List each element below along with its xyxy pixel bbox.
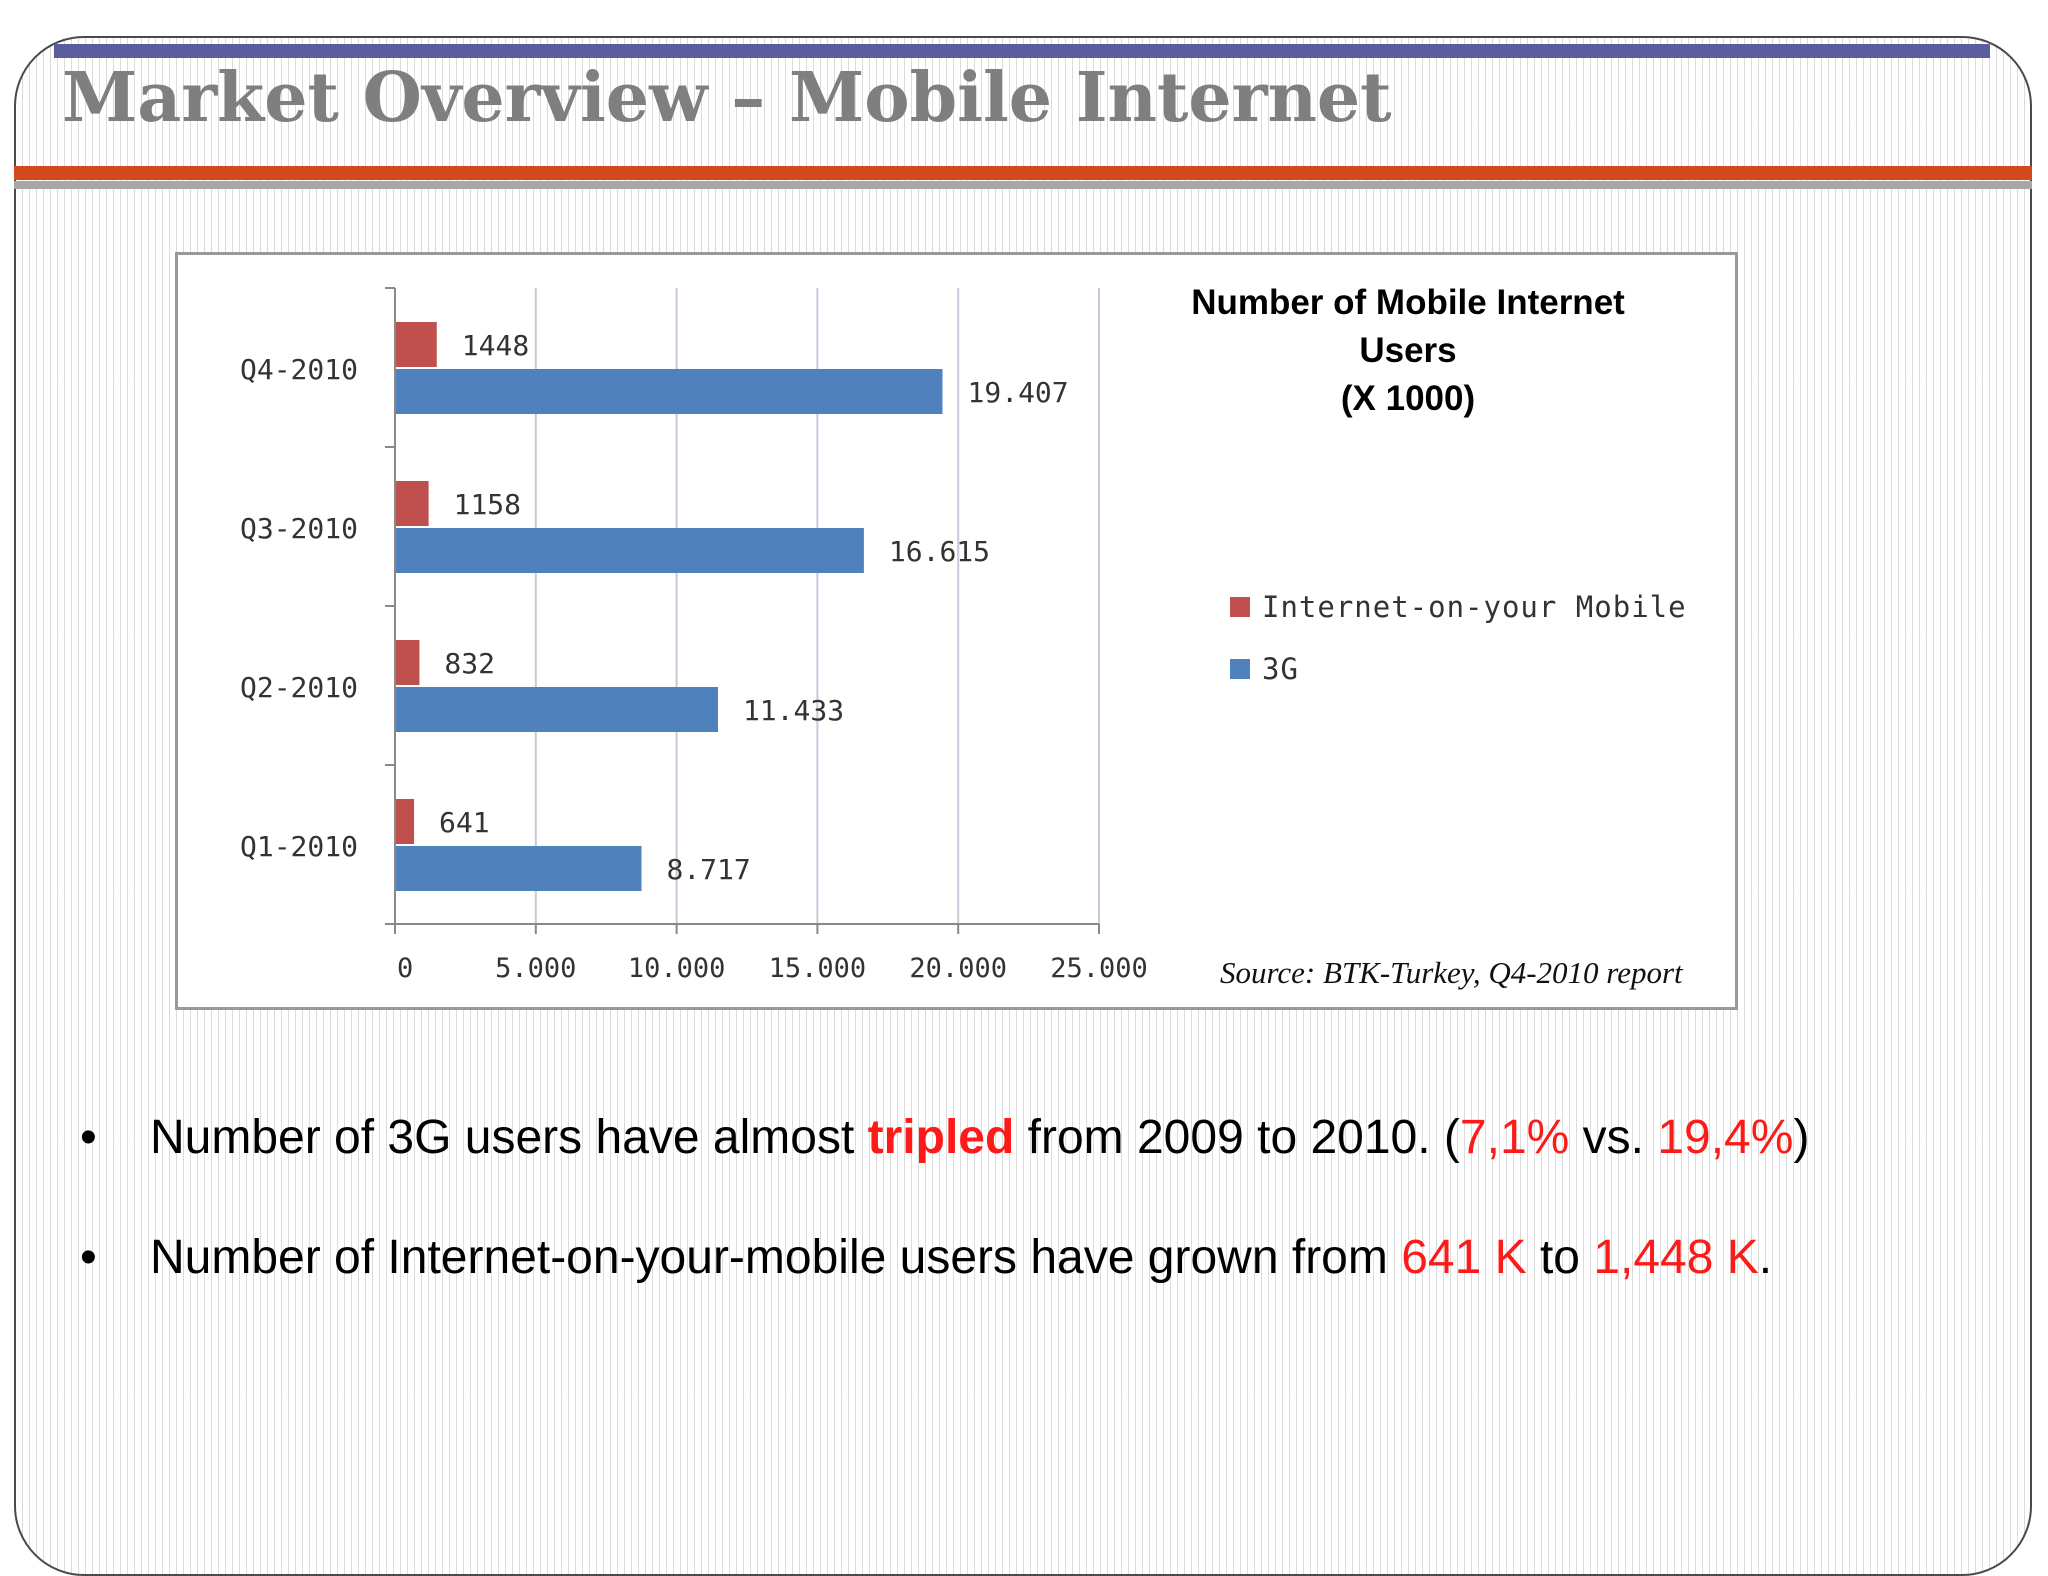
bar [396, 528, 864, 573]
legend-swatch-3g [1230, 659, 1250, 679]
chart-title-line-2: Users [1359, 331, 1457, 370]
chart-legend: Internet-on-your Mobile 3G [1230, 585, 1687, 709]
bullet-text: Number of Internet-on-your-mobile users … [150, 1230, 1772, 1285]
value-2010: 19,4% [1657, 1111, 1794, 1164]
bullet-text-part: from 2009 to 2010. ( [1014, 1111, 1460, 1164]
category-label: Q1-2010 [240, 830, 358, 863]
data-label: 1158 [454, 488, 521, 521]
legend-item-3g: 3G [1230, 647, 1687, 691]
bar [396, 799, 415, 844]
data-label: 641 [439, 806, 490, 839]
bullet-text-part: vs. [1569, 1111, 1658, 1164]
value-start: 641 K [1401, 1231, 1527, 1284]
chart-title-line-3: (X 1000) [1340, 379, 1476, 418]
bullet-item-3g-growth: • Number of 3G users have almost tripled… [80, 1110, 1980, 1230]
data-label: 8.717 [666, 853, 750, 886]
data-label: 16.615 [889, 535, 990, 568]
x-tick-label: 15.000 [769, 953, 867, 984]
bullet-text-part: . [1758, 1231, 1773, 1284]
chart-title: Number of Mobile Internet Users (X 1000) [1128, 279, 1688, 423]
slide-title: Market Overview – Mobile Internet [62, 58, 1392, 138]
data-label: 11.433 [743, 694, 844, 727]
bar [396, 322, 437, 367]
chart-panel: 0 5.000 10.000 15.000 20.000 25.000 Q4-2010 144… [175, 252, 1738, 1010]
bullet-dot: • [80, 1231, 97, 1284]
legend-item-internet-mobile: Internet-on-your Mobile [1230, 585, 1687, 629]
bar [396, 640, 420, 685]
chart-source-note: Source: BTK-Turkey, Q4-2010 report [1220, 955, 1683, 990]
bullet-text-part: Number of Internet-on-your-mobile users … [150, 1231, 1402, 1284]
value-2009: 7,1% [1459, 1111, 1570, 1164]
data-label: 832 [444, 647, 495, 680]
bar [396, 369, 943, 414]
legend-label-3g: 3G [1262, 652, 1299, 686]
bar-chart: 0 5.000 10.000 15.000 20.000 25.000 Q4-2010 144… [240, 287, 1148, 984]
bullet-list: • Number of 3G users have almost tripled… [80, 1110, 1980, 1350]
gray-divider [14, 181, 2032, 189]
category-label: Q3-2010 [240, 512, 358, 545]
bar [396, 481, 429, 526]
data-label: 1448 [462, 329, 529, 362]
bullet-text: Number of 3G users have almost tripled f… [150, 1110, 1809, 1165]
bar [396, 687, 718, 732]
bullet-text-part: ) [1793, 1111, 1810, 1164]
top-accent-bar [54, 44, 1990, 58]
category-label: Q4-2010 [240, 353, 358, 386]
data-label: 19.407 [968, 376, 1069, 409]
x-tick-label: 0 [397, 953, 413, 984]
category-label: Q2-2010 [240, 671, 358, 704]
bullet-text-part: Number of 3G users have almost [150, 1111, 868, 1164]
bar [396, 846, 642, 891]
x-tick-label: 20.000 [909, 953, 1007, 984]
x-tick-label: 25.000 [1050, 953, 1148, 984]
bullet-item-mobile-internet-growth: • Number of Internet-on-your-mobile user… [80, 1230, 1980, 1350]
value-end: 1,448 K [1593, 1231, 1759, 1284]
chart-title-line-1: Number of Mobile Internet [1191, 283, 1625, 322]
x-tick-label: 5.000 [495, 953, 576, 984]
legend-swatch-internet-mobile [1230, 597, 1250, 617]
emphasis-tripled: tripled [867, 1111, 1015, 1164]
bullet-dot: • [80, 1111, 97, 1164]
bullet-text-part: to [1526, 1231, 1594, 1284]
x-tick-label: 10.000 [628, 953, 726, 984]
orange-divider [14, 166, 2032, 180]
legend-label-internet-mobile: Internet-on-your Mobile [1262, 590, 1687, 624]
